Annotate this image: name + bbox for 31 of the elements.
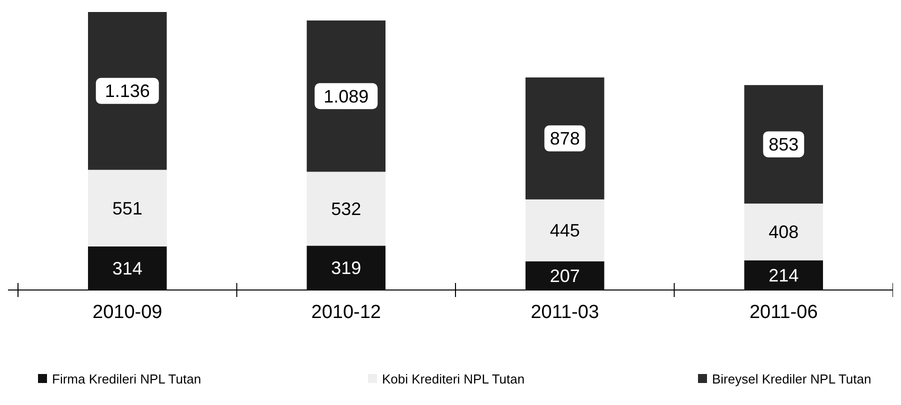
legend-label: Firma Kredileri NPL Tutan — [52, 372, 202, 387]
bar — [306, 246, 386, 290]
bar — [88, 170, 167, 246]
x-tick-label: 2011-03 — [530, 302, 600, 323]
bar — [88, 12, 167, 170]
bar — [744, 260, 823, 290]
data-label: 214 — [768, 265, 799, 286]
x-tick-label: 2010-09 — [92, 302, 162, 323]
bar — [744, 85, 823, 204]
x-tick-label: 2011-06 — [749, 302, 818, 323]
data-label: 314 — [112, 258, 142, 278]
data-label: 853 — [768, 134, 799, 155]
bar — [526, 261, 604, 290]
data-label: 408 — [768, 222, 799, 242]
bar — [88, 246, 167, 290]
data-label: 532 — [331, 199, 362, 220]
bar — [744, 204, 823, 260]
data-label: 207 — [550, 266, 580, 286]
data-label: 878 — [550, 128, 580, 149]
x-tick-label: 2010-12 — [311, 302, 381, 323]
bar — [526, 77, 604, 200]
legend-label: Kobi Krediteri NPL Tutan — [382, 372, 525, 387]
data-label: 1.136 — [104, 81, 150, 102]
data-label: 1.089 — [324, 86, 369, 106]
legend-label: Bireysel Krediler NPL Tutan — [712, 372, 872, 387]
bar — [306, 20, 386, 172]
data-label: 319 — [331, 258, 362, 278]
data-label: 551 — [112, 198, 142, 218]
bar — [306, 172, 386, 246]
bar — [526, 199, 604, 262]
data-label: 445 — [550, 220, 580, 241]
